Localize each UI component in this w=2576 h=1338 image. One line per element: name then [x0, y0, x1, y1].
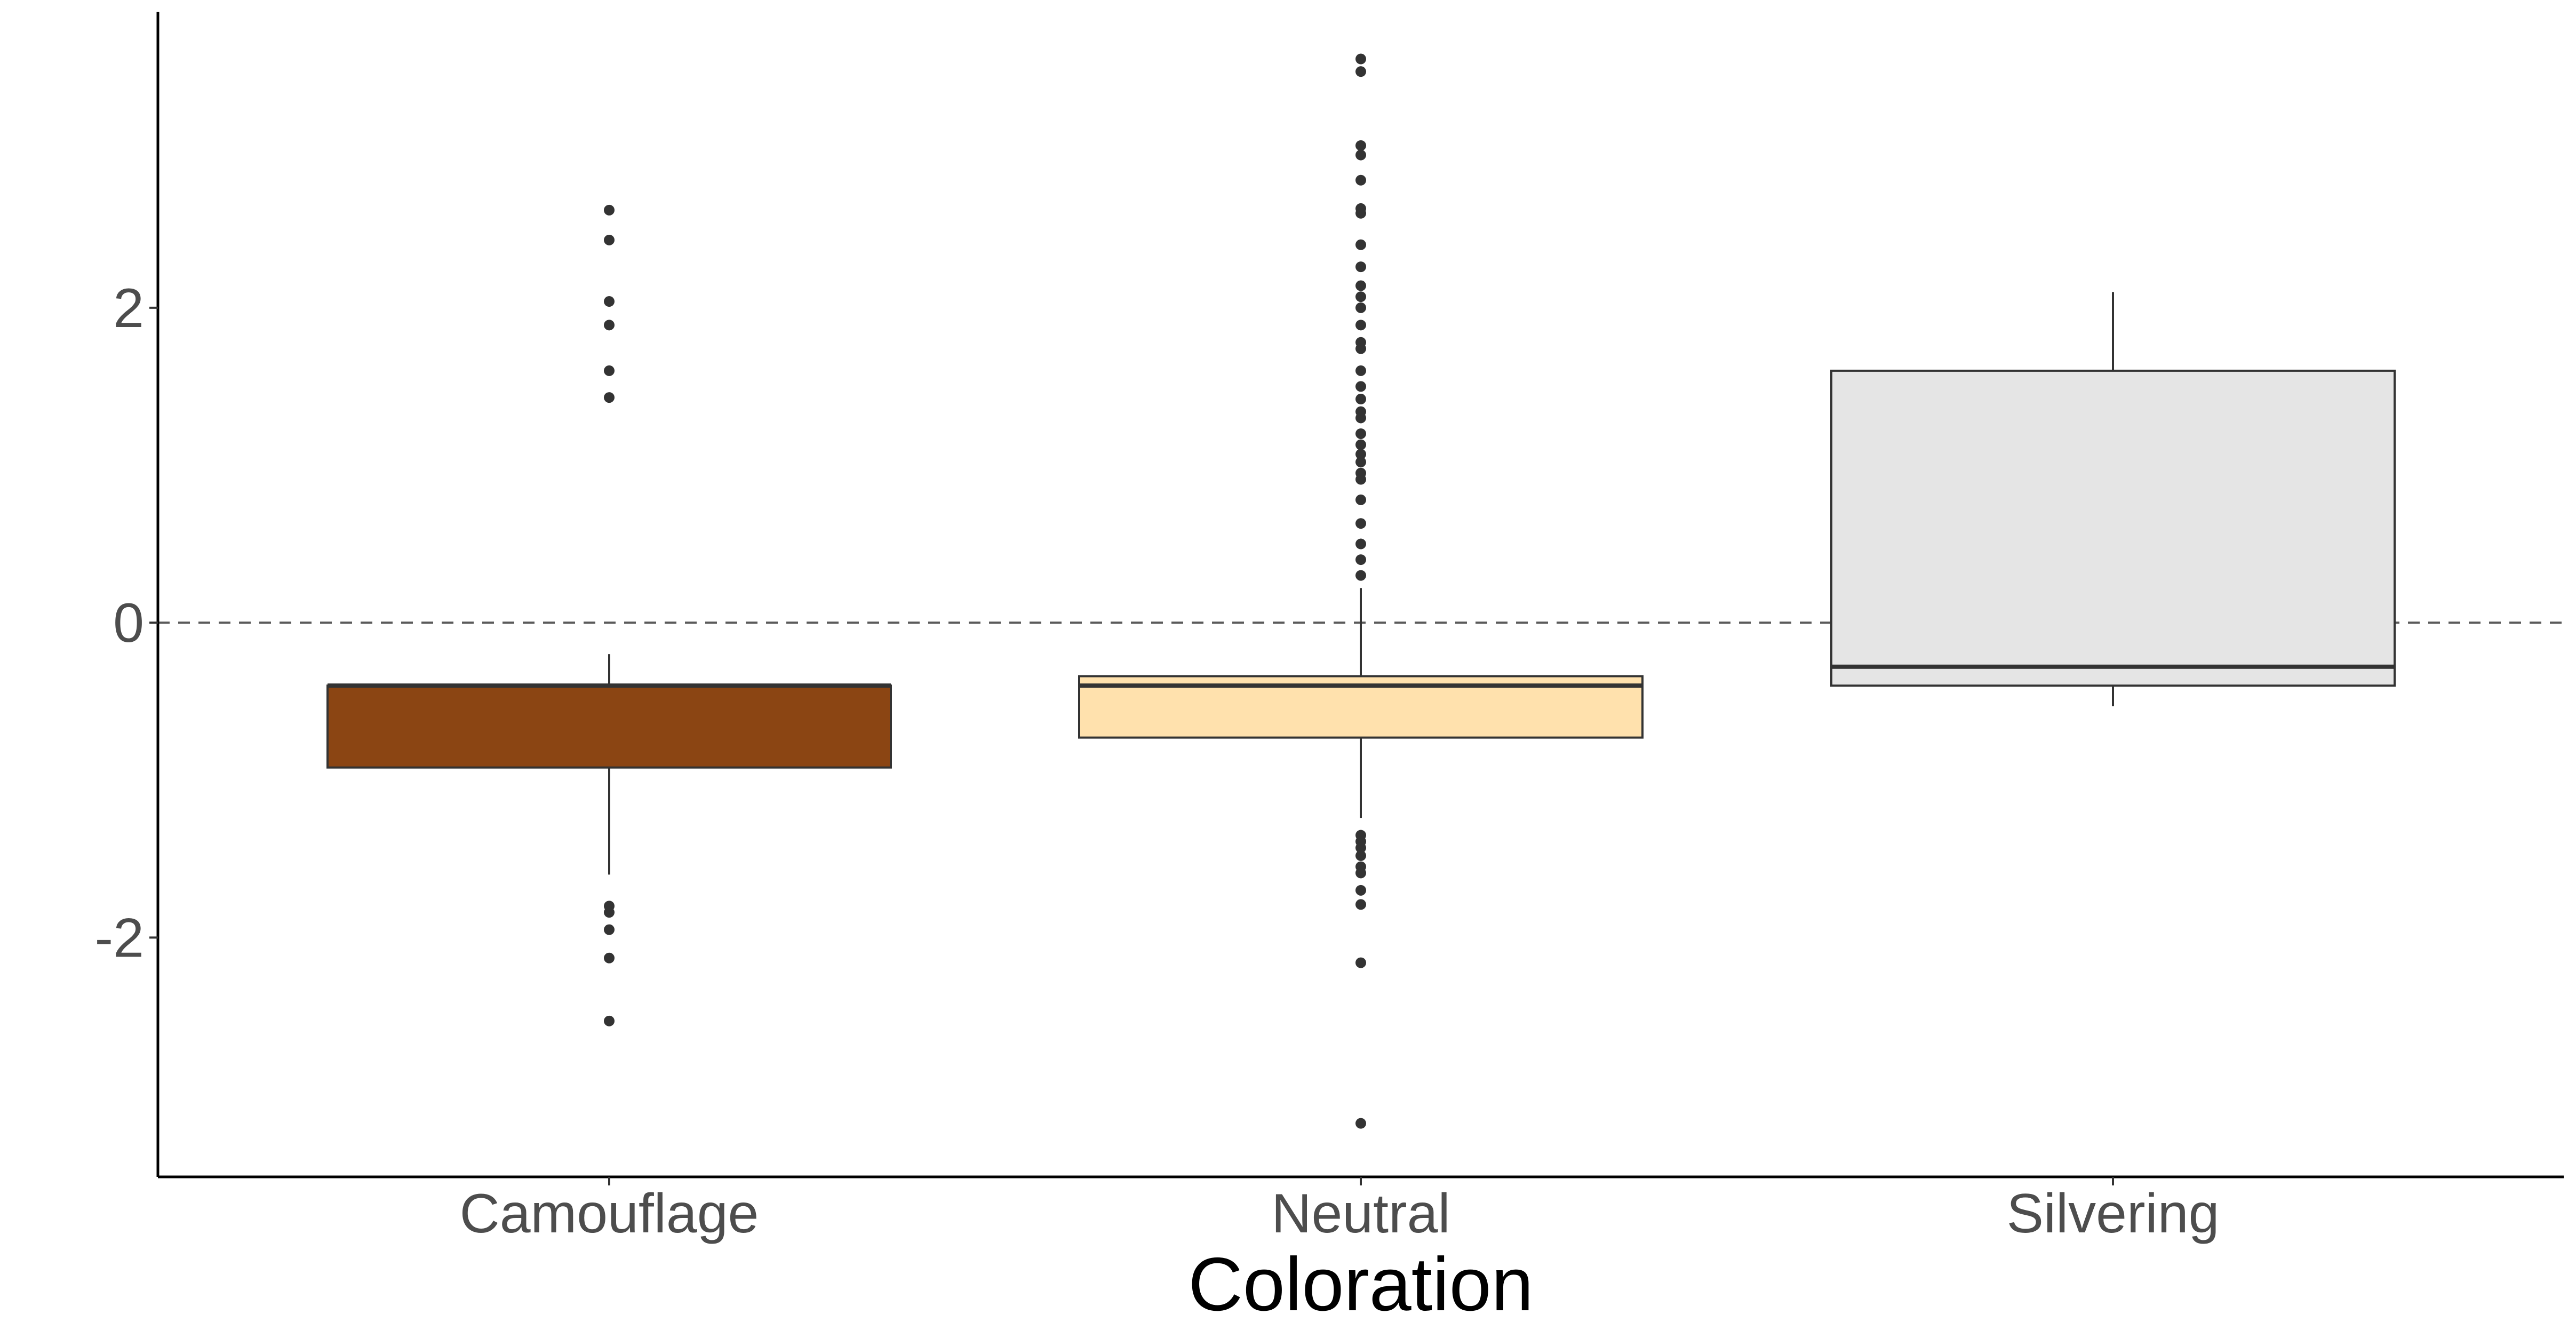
outlier-point [1355, 381, 1366, 392]
outlier-point [1355, 449, 1366, 460]
outlier-point [1355, 320, 1366, 331]
outlier-point [604, 924, 615, 935]
outlier-point [604, 320, 615, 331]
outlier-point [1355, 538, 1366, 549]
y-tick-label: -2 [95, 907, 144, 969]
outlier-point [1355, 239, 1366, 250]
outlier-point [1355, 518, 1366, 529]
outlier-point [1355, 1118, 1366, 1129]
outlier-point [1355, 343, 1366, 354]
x-axis-title: Coloration [1188, 1242, 1533, 1327]
y-tick-label: 0 [113, 592, 144, 654]
outlier-point [1355, 457, 1366, 468]
outlier-point [604, 234, 615, 245]
x-tick-layer: Camouflage Neutral Silvering [460, 1177, 2220, 1245]
outlier-point [1355, 474, 1366, 485]
outlier-point [604, 952, 615, 963]
outlier-point [1355, 149, 1366, 161]
outlier-point [1355, 280, 1366, 291]
box-layer [326, 292, 2396, 875]
outlier-point [1355, 208, 1366, 219]
outlier-point [1355, 570, 1366, 581]
x-tick-label: Camouflage [460, 1183, 759, 1245]
outlier-point [1355, 554, 1366, 566]
outlier-layer [604, 53, 1366, 1129]
outlier-point [1355, 394, 1366, 405]
outlier-point [604, 365, 615, 376]
outlier-point [1355, 302, 1366, 313]
outlier-point [1355, 867, 1366, 879]
y-tick-label: 2 [113, 277, 144, 339]
outlier-point [604, 1015, 615, 1026]
box-neutral [1078, 588, 1644, 818]
outlier-point [604, 907, 615, 918]
outlier-point [1355, 66, 1366, 77]
box-camouflage [326, 654, 892, 875]
outlier-point [1355, 291, 1366, 302]
outlier-point [1355, 174, 1366, 186]
outlier-point [1355, 850, 1366, 861]
box-body-camouflage [326, 684, 892, 769]
outlier-point [1355, 885, 1366, 896]
outlier-point [1355, 53, 1366, 65]
outlier-point [604, 392, 615, 403]
box-silvering [1830, 292, 2396, 706]
outlier-point [1355, 428, 1366, 439]
outlier-point [1355, 412, 1366, 424]
x-tick-label: Silvering [2007, 1183, 2220, 1245]
outlier-point [1355, 261, 1366, 273]
x-tick-label: Neutral [1271, 1183, 1450, 1245]
box-body-silvering [1830, 369, 2396, 687]
outlier-point [1355, 494, 1366, 505]
outlier-point [1355, 140, 1366, 151]
outlier-point [604, 296, 615, 307]
outlier-point [1355, 957, 1366, 968]
outlier-point [604, 204, 615, 216]
outlier-point [1355, 439, 1366, 450]
y-tick-layer: 2 0 -2 [95, 277, 158, 969]
outlier-point [1355, 842, 1366, 854]
outlier-point [1355, 899, 1366, 910]
outlier-point [1355, 365, 1366, 376]
